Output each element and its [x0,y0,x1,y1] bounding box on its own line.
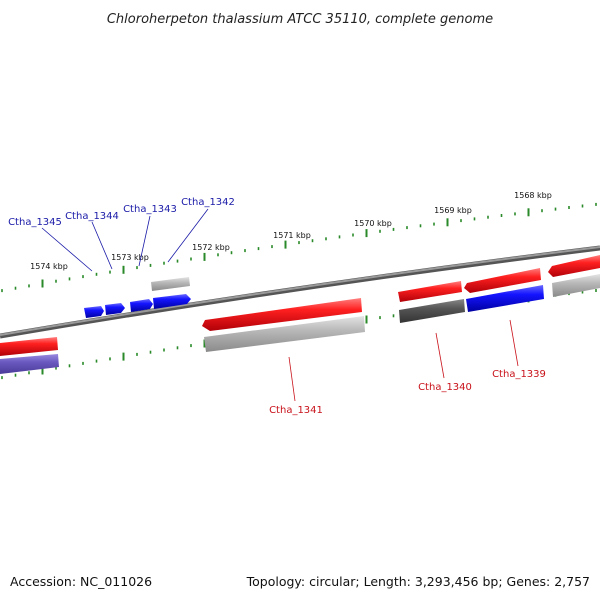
leader-ctha-1343 [138,215,151,267]
red-label-leaders [288,319,519,402]
ruler-label-1574: 1574 kbp [30,262,68,271]
gene-ctha-1339-fragment[interactable] [464,268,541,293]
ruler-label-1573: 1573 kbp [111,253,149,262]
gene-label-ctha-1339[interactable]: Ctha_1339 [492,369,546,380]
outer-ruler-ticks [1,202,597,293]
gene-label-ctha-1345[interactable]: Ctha_1345 [8,217,62,228]
gene-ctha-1342-other[interactable] [151,277,190,291]
gene-label-ctha-1343[interactable]: Ctha_1343 [123,204,177,215]
leader-ctha-1345 [41,227,93,272]
gene-label-ctha-1341[interactable]: Ctha_1341 [269,405,323,416]
gene-next-forward[interactable] [548,255,600,277]
gene-ctha-1341-other[interactable] [204,316,365,352]
ruler-label-1569: 1569 kbp [434,206,472,215]
backbone-ring [0,246,600,336]
gene-label-ctha-1344[interactable]: Ctha_1344 [65,211,119,222]
gene-ctha-1344[interactable] [105,303,125,315]
gene-next-other[interactable] [552,274,600,297]
gene-left-forward-edge[interactable] [0,337,58,356]
blue-label-leaders [41,208,209,272]
ruler-label-1571: 1571 kbp [273,231,311,240]
ruler-label-1568: 1568 kbp [514,191,552,200]
leader-ctha-1339 [509,319,519,367]
ruler-label-1570: 1570 kbp [354,219,392,228]
gene-ctha-1339[interactable] [466,285,544,312]
gene-ctha-1345[interactable] [84,306,104,318]
leader-ctha-1340 [435,332,445,379]
accession-text: Accession: NC_011026 [10,574,152,589]
reverse-strand-features [0,274,600,374]
leader-ctha-1341 [288,356,296,402]
gene-label-ctha-1340[interactable]: Ctha_1340 [418,382,472,393]
ruler-label-1572: 1572 kbp [192,243,230,252]
gene-ctha-1343[interactable] [130,299,153,312]
map-title: Chloroherpeton thalassium ATCC 35110, co… [107,12,493,27]
forward-strand-features [84,255,600,331]
gene-ctha-1342[interactable] [153,294,191,309]
leader-ctha-1344 [91,221,113,270]
gene-left-purple-edge[interactable] [0,354,59,374]
gene-ctha-1341[interactable] [202,298,362,331]
genome-summary-text: Topology: circular; Length: 3,293,456 bp… [246,574,590,589]
leader-ctha-1342 [167,208,209,263]
gene-ctha-1340[interactable] [398,281,462,302]
gene-label-ctha-1342[interactable]: Ctha_1342 [181,197,235,208]
gene-ctha-1340-other[interactable] [399,299,465,323]
